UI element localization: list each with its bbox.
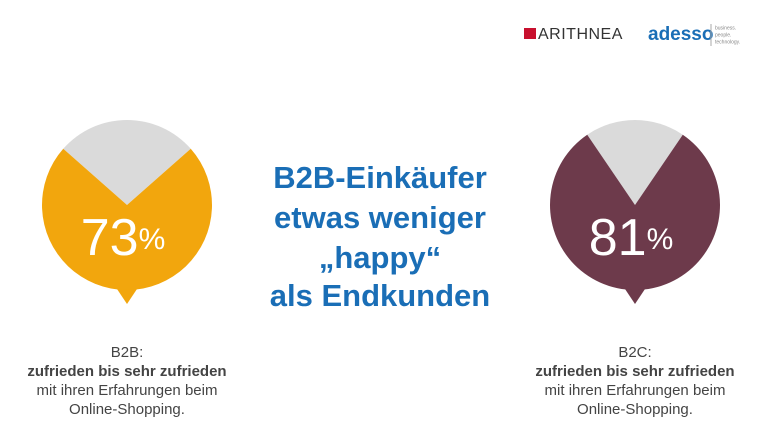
pie-slice	[550, 134, 721, 290]
logo: adesso	[648, 24, 713, 45]
caption: Online-Shopping.	[577, 401, 693, 418]
logo: ARITHNEA	[538, 26, 623, 43]
pie-remainder	[63, 120, 191, 205]
caption: Online-Shopping.	[69, 401, 185, 418]
arithnea-mark	[524, 28, 536, 39]
logo-tagline: technology.	[715, 39, 740, 45]
caption: zufrieden bis sehr zufrieden	[535, 363, 734, 380]
value-unit: %	[139, 223, 166, 256]
headline: etwas weniger	[274, 200, 486, 235]
value-unit: %	[647, 223, 674, 256]
caption: mit ihren Erfahrungen beim	[545, 382, 726, 399]
logo-tagline: business.	[715, 25, 736, 31]
value-label: 81%	[589, 209, 674, 267]
caption: mit ihren Erfahrungen beim	[37, 382, 218, 399]
value-number: 81	[589, 209, 647, 267]
value-label: 73%	[81, 209, 166, 267]
pie-slice	[42, 148, 213, 290]
headline: „happy“	[319, 240, 441, 275]
pointer	[623, 286, 647, 304]
pie-remainder	[587, 119, 683, 205]
value-number: 73	[81, 209, 139, 267]
caption: B2C:	[618, 344, 651, 361]
headline: B2B-Einkäufer	[273, 160, 487, 195]
caption: zufrieden bis sehr zufrieden	[27, 363, 226, 380]
pointer	[115, 286, 139, 304]
logo-tagline: people.	[715, 32, 731, 38]
caption: B2B:	[111, 344, 144, 361]
headline: als Endkunden	[270, 278, 490, 313]
